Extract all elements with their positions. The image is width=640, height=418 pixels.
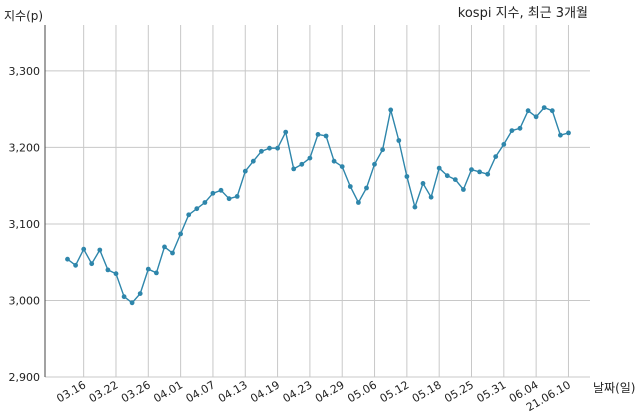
data-point [275, 145, 280, 151]
data-point [129, 300, 135, 306]
data-point [404, 174, 410, 179]
data-point [186, 212, 192, 218]
data-point [339, 164, 345, 170]
data-point [210, 190, 216, 196]
y-tick-label: 2,900 [9, 371, 41, 384]
y-tick-label: 3,100 [9, 218, 41, 231]
y-tick-label: 3,300 [9, 65, 41, 78]
data-point [444, 173, 450, 179]
data-point [558, 132, 563, 138]
x-tick-labels: 03.1603.2203.2604.0104.0704.1304.1904.23… [54, 378, 573, 414]
data-point [525, 108, 531, 114]
x-tick-label: 05.25 [442, 378, 476, 405]
data-point [372, 161, 377, 167]
chart-title: kospi 지수, 최근 3개월 [458, 6, 588, 21]
data-point [226, 196, 232, 202]
data-point [356, 200, 361, 205]
data-point [485, 171, 491, 177]
x-tick-label: 03.16 [54, 378, 88, 405]
data-point [307, 155, 313, 161]
data-point [73, 262, 78, 268]
data-point [469, 167, 474, 173]
data-point [549, 108, 555, 114]
y-tick-labels: 2,900 3,000 3,100 3,200 3,300 [9, 65, 41, 384]
data-point [380, 147, 385, 153]
data-point [541, 105, 547, 110]
data-point [501, 142, 507, 147]
x-tick-label: 03.26 [119, 378, 153, 405]
data-point [259, 148, 264, 154]
data-point [533, 114, 539, 120]
data-point [283, 129, 289, 135]
data-point [267, 145, 272, 151]
data-point [89, 261, 95, 267]
y-tick-label: 3,200 [9, 141, 41, 154]
x-tick-label: 05.06 [345, 378, 379, 405]
data-point [364, 185, 369, 191]
data-point [299, 161, 305, 167]
series-line [67, 106, 569, 304]
data-point [461, 187, 466, 192]
x-tick-label: 05.31 [475, 378, 509, 405]
data-point [331, 158, 337, 164]
x-tick-label: 04.01 [151, 378, 185, 405]
x-tick-label: 05.18 [410, 378, 444, 405]
data-point [202, 200, 208, 205]
data-point [97, 247, 103, 253]
data-point [170, 250, 175, 256]
data-point [396, 138, 402, 143]
data-point [162, 244, 167, 250]
data-point [388, 107, 394, 113]
data-point [194, 206, 200, 212]
data-point [65, 256, 70, 262]
x-tick-label: 04.07 [184, 378, 218, 405]
data-point [436, 165, 442, 171]
x-tick-label: 03.22 [87, 378, 121, 405]
data-point [154, 270, 159, 276]
data-point [517, 125, 523, 131]
data-point [113, 271, 119, 277]
x-tick-label: 04.23 [281, 378, 315, 405]
x-axis-label: 날짜(일) [593, 381, 635, 395]
data-point [218, 187, 224, 193]
data-point [291, 166, 297, 172]
x-tick-label: 04.29 [313, 378, 347, 405]
data-point [121, 294, 127, 300]
data-point [477, 169, 482, 175]
data-point [105, 267, 111, 273]
data-point [315, 132, 321, 137]
data-point [178, 231, 184, 237]
x-tick-label: 04.13 [216, 378, 250, 405]
data-point [509, 128, 515, 134]
series-layer [65, 105, 571, 306]
data-point [412, 204, 418, 210]
x-tick-label: 05.12 [378, 378, 412, 405]
data-point [234, 194, 240, 199]
data-point [452, 177, 458, 183]
y-tick-label: 3,000 [9, 294, 41, 307]
data-point [250, 158, 256, 164]
data-point [347, 184, 353, 189]
data-point [323, 133, 329, 139]
data-point [81, 246, 87, 252]
data-point [420, 181, 426, 186]
y-axis-label: 지수(p) [4, 9, 43, 23]
data-point [428, 194, 434, 200]
data-point [145, 266, 151, 272]
data-point [242, 168, 248, 174]
grid-layer [44, 25, 590, 378]
data-point [493, 154, 499, 160]
x-tick-label: 04.19 [248, 378, 282, 405]
data-point [137, 291, 143, 296]
data-point [566, 130, 571, 136]
